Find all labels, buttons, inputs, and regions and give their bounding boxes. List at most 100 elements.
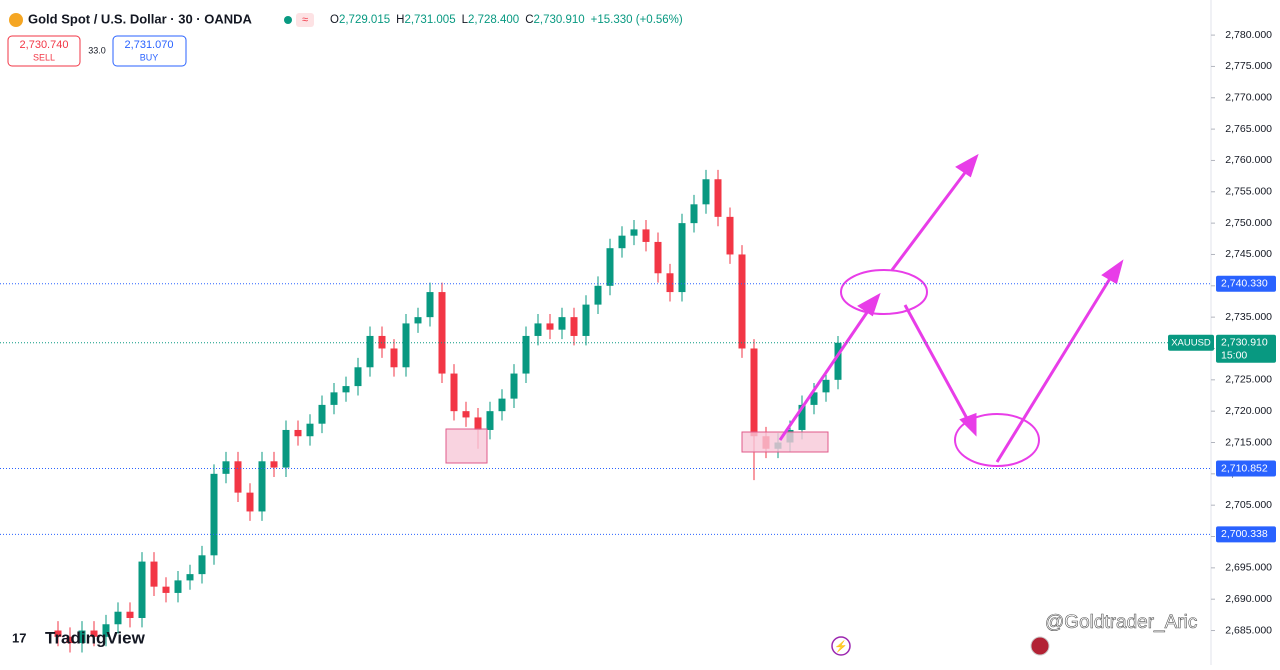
- y-tick-label: 2,720.000: [1225, 405, 1272, 417]
- candle-body: [726, 216, 734, 255]
- y-tick-label: 2,760.000: [1225, 154, 1272, 166]
- candle-body: [822, 379, 830, 393]
- candle-body: [510, 373, 518, 399]
- candle-body: [810, 392, 818, 405]
- candle-body: [66, 636, 74, 644]
- event-glyph: ⚡: [834, 640, 848, 653]
- y-tick-label: 2,685.000: [1225, 624, 1272, 636]
- candle-body: [414, 317, 422, 324]
- legend-value: 2,730.910: [534, 14, 585, 26]
- candle-body: [330, 392, 338, 405]
- candle-body: [258, 461, 266, 512]
- candle-body: [366, 335, 374, 368]
- candle-body: [582, 304, 590, 336]
- arrow: [903, 304, 972, 425]
- candle-body: [630, 229, 638, 236]
- candle-body: [90, 630, 98, 637]
- y-tick-label: 2,775.000: [1225, 60, 1272, 72]
- buy-label: BUY: [140, 52, 159, 62]
- buy-button[interactable]: [112, 35, 187, 67]
- y-tick-label: 2,770.000: [1225, 92, 1272, 104]
- event-icon[interactable]: [831, 636, 851, 656]
- candle-body: [690, 204, 698, 224]
- legend-value: 2,731.005: [404, 14, 455, 26]
- candle-body: [390, 348, 398, 368]
- y-tick-label: 2,755.000: [1225, 186, 1272, 198]
- ellipse: [840, 269, 928, 315]
- candle-body: [714, 179, 722, 217]
- flag-icon[interactable]: [1030, 636, 1050, 656]
- candle-body: [606, 248, 614, 286]
- candle-body: [294, 429, 302, 437]
- sell-price: 2,730.740: [20, 39, 69, 51]
- arrow-head: [955, 153, 979, 178]
- candle-body: [474, 417, 482, 430]
- symbol-tag: [1168, 334, 1214, 351]
- credit: @Goldtrader_Aric: [1045, 612, 1197, 633]
- candle-body: [678, 223, 686, 293]
- candle-body: [342, 386, 350, 393]
- arrow: [778, 307, 872, 441]
- annotations: [445, 153, 1124, 467]
- symbol-label: XAUUSD: [1171, 337, 1211, 348]
- watermark: TradingView: [45, 628, 146, 647]
- candle-body: [702, 179, 710, 205]
- price-label-box: [1216, 460, 1276, 477]
- candle-body: [642, 229, 650, 242]
- status-icon: ≈: [302, 14, 308, 26]
- candle-body: [54, 630, 62, 637]
- candle-body: [222, 461, 230, 474]
- price-label: 2,710.852: [1221, 462, 1268, 474]
- legend-value: 2,728.400: [468, 14, 519, 26]
- candle-body: [318, 404, 326, 424]
- candle-body: [666, 273, 674, 293]
- sell-button[interactable]: [7, 35, 81, 67]
- candle-body: [162, 586, 170, 593]
- candle-body: [438, 292, 446, 374]
- candle-body: [834, 342, 842, 380]
- status-badge: [296, 13, 314, 27]
- candle-body: [546, 323, 554, 330]
- price-label-box: [1216, 526, 1276, 543]
- candle-body: [798, 404, 806, 430]
- candle-body: [102, 624, 110, 637]
- ellipse: [954, 413, 1040, 467]
- legend-value: 2,729.015: [339, 14, 390, 26]
- y-tick-label: 2,735.000: [1225, 311, 1272, 323]
- candle-body: [78, 630, 86, 644]
- candle-body: [138, 561, 146, 618]
- status-dot: [284, 16, 292, 24]
- candle-body: [306, 423, 314, 437]
- y-tick-label: 2,725.000: [1225, 374, 1272, 386]
- arrow-head: [1101, 259, 1124, 285]
- symbol-icon: [9, 13, 23, 27]
- y-tick-label: 2,745.000: [1225, 248, 1272, 260]
- sell-label: SELL: [33, 52, 55, 62]
- candle-body: [450, 373, 458, 412]
- buy-price: 2,731.070: [125, 39, 174, 51]
- candle-body: [246, 492, 254, 512]
- candle-body: [654, 241, 662, 274]
- chart-title: Gold Spot / U.S. Dollar · 30 · OANDA: [28, 11, 253, 26]
- candle-body: [126, 611, 134, 618]
- y-tick-label: 2,690.000: [1225, 593, 1272, 605]
- candle-body: [354, 367, 362, 387]
- spread: 33.0: [88, 45, 106, 55]
- candle-body: [210, 473, 218, 556]
- y-tick-label: 2,780.000: [1225, 29, 1272, 41]
- candle-body: [186, 574, 194, 581]
- legend-prefix: H: [396, 14, 404, 26]
- y-tick-label: 2,750.000: [1225, 217, 1272, 229]
- candle-body: [270, 461, 278, 468]
- candle-body: [114, 611, 122, 625]
- arrow: [995, 271, 1116, 463]
- ohlc-legend: O2,729.015 H2,731.005 L2,728.400 C2,730.910…: [330, 14, 683, 26]
- legend-prefix: L: [462, 14, 469, 26]
- candle-body: [522, 335, 530, 374]
- candle-body: [558, 317, 566, 330]
- legend-value: +15.330 (+0.56%): [591, 14, 683, 26]
- legend-prefix: O: [330, 14, 339, 26]
